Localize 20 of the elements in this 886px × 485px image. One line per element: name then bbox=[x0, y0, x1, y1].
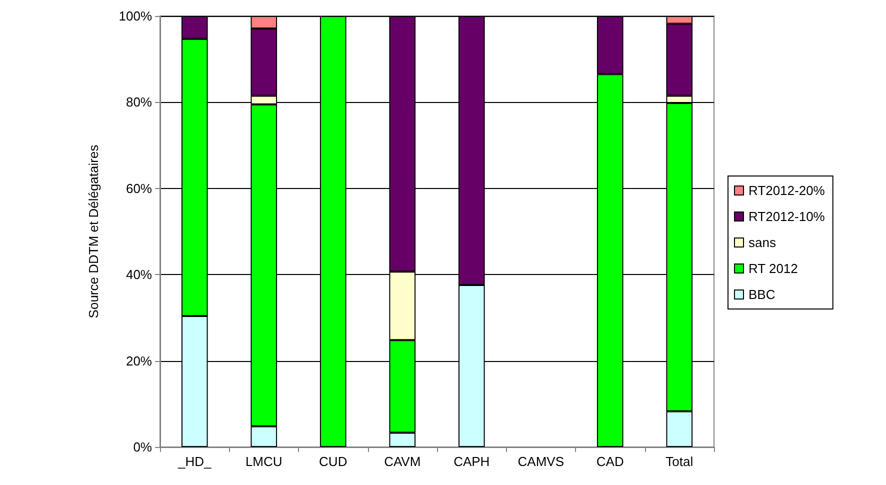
legend-label: RT2012-20% bbox=[748, 183, 826, 198]
legend-label: BBC bbox=[748, 287, 776, 302]
y-tick-label: 0% bbox=[133, 440, 152, 454]
x-tick-label: CAD bbox=[596, 454, 624, 469]
legend-label: RT 2012 bbox=[748, 261, 798, 276]
y-tick-label: 40% bbox=[126, 267, 152, 282]
y-tick-label: 20% bbox=[126, 353, 152, 368]
x-tick-label: _HD_ bbox=[177, 454, 212, 469]
legend-label: RT2012-10% bbox=[748, 209, 826, 224]
x-tick-label: CAMVS bbox=[518, 454, 564, 469]
x-tick-label: Total bbox=[666, 454, 694, 469]
y-tick-label: 80% bbox=[126, 94, 152, 110]
x-tick-label: CAVM bbox=[384, 454, 421, 469]
y-tick-label: 60% bbox=[126, 180, 152, 196]
legend-label: sans bbox=[748, 235, 776, 250]
x-tick-label: CAPH bbox=[454, 454, 490, 469]
x-tick-label: CUD bbox=[319, 454, 348, 469]
x-tick-label: LMCU bbox=[245, 454, 282, 469]
y-axis-title: Source DDTM et Délégataires bbox=[86, 144, 101, 318]
y-tick-label: 100% bbox=[118, 8, 152, 24]
